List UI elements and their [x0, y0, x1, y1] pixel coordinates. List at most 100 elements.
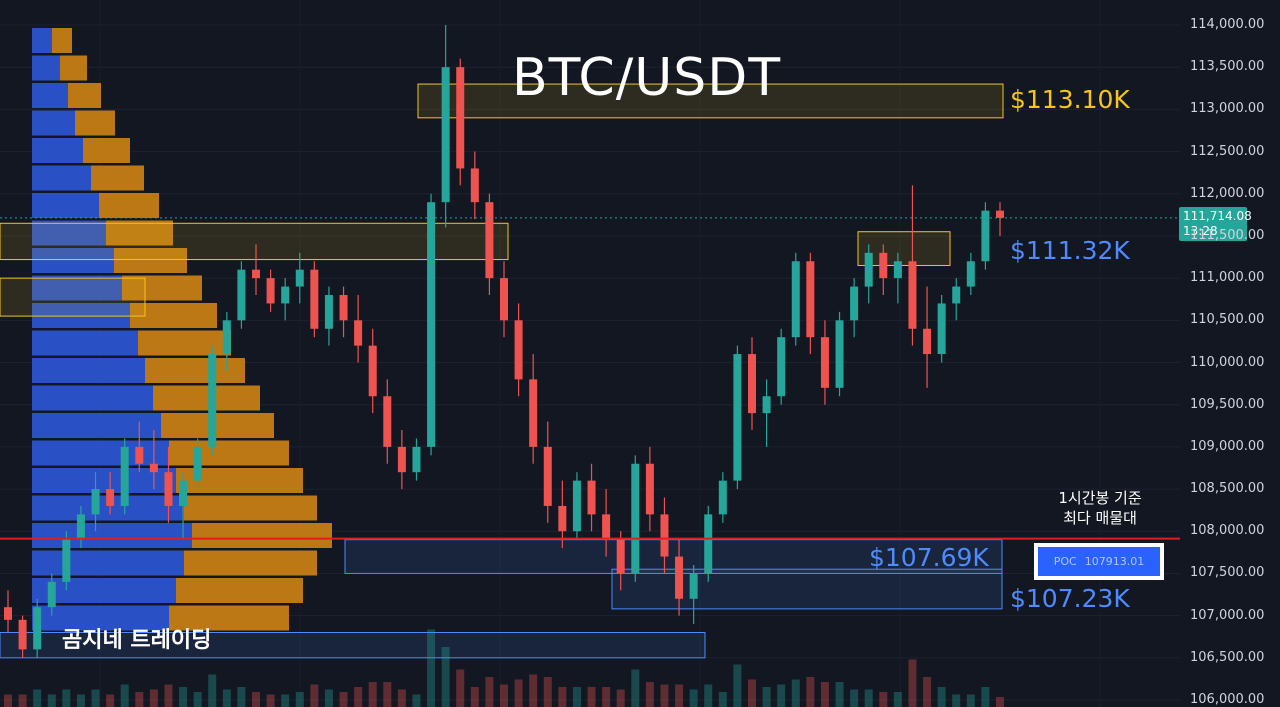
volume-bar: [908, 659, 917, 707]
volume-bar: [937, 687, 946, 707]
candle-body: [616, 539, 625, 574]
volume-profile-buy: [32, 220, 106, 246]
chart-title: BTC/USDT: [512, 48, 782, 108]
volume-profile-sell: [145, 358, 245, 383]
level-zones: [0, 83, 1004, 659]
y-tick-label: 113,000.00: [1190, 101, 1265, 117]
volume-bar: [470, 687, 479, 707]
candle-body: [208, 354, 217, 447]
candle-body: [149, 463, 158, 473]
candle-body: [543, 446, 552, 506]
volume-bar: [981, 687, 990, 707]
level-label-107-69k: $107.69K: [869, 543, 989, 572]
volume-profile-sell: [192, 523, 332, 548]
volume-profile-sell: [91, 165, 144, 191]
volume-profile-buy: [32, 358, 145, 383]
volume-bar: [456, 669, 465, 707]
candle-body: [923, 328, 932, 355]
volume-profile-sell: [60, 55, 87, 81]
zone-107-23k: [611, 568, 1003, 610]
volume-bar: [879, 692, 888, 707]
candle-body: [120, 446, 129, 506]
volume-profile-buy: [32, 303, 130, 328]
candle-body: [806, 261, 815, 338]
candle-body: [908, 261, 917, 329]
volume-bar: [383, 682, 392, 707]
candle-body: [820, 337, 829, 388]
volume-bar: [441, 647, 450, 707]
volume-bar: [733, 664, 742, 707]
candle-body: [572, 480, 581, 532]
candle-body: [879, 252, 888, 279]
y-tick-label: 107,500.00: [1190, 565, 1265, 581]
candle-body: [485, 202, 494, 279]
volume-profile-sell: [75, 110, 115, 136]
volume-bar: [966, 694, 975, 707]
volume-bar: [704, 684, 713, 707]
candle-body: [397, 446, 406, 473]
candle-body: [383, 396, 392, 447]
volume-bar: [237, 687, 246, 707]
candle-body: [675, 556, 684, 599]
zone-107-69k: [344, 539, 1003, 574]
poc-value: 107913.01: [1084, 555, 1145, 568]
volume-bar: [675, 684, 684, 707]
volume-bar: [660, 684, 669, 707]
candle-body: [689, 573, 698, 599]
candle-body: [456, 67, 465, 169]
volume-bar: [529, 674, 538, 707]
volume-bar: [412, 694, 421, 707]
volume-bar: [339, 692, 348, 707]
volume-profile-buy: [32, 550, 184, 576]
volume-bar: [164, 684, 173, 707]
volume-profile-sell: [122, 275, 202, 301]
zone-111-5k: [0, 222, 509, 261]
volume-profile-sell: [161, 413, 274, 438]
candle-body: [981, 210, 990, 262]
y-tick-label: 114,000.00: [1190, 17, 1265, 32]
y-tick-label: 106,500.00: [1190, 649, 1265, 665]
volume-bar: [4, 694, 12, 707]
volume-bar: [106, 694, 115, 707]
volume-bar: [354, 687, 363, 707]
volume-profile-sell: [83, 138, 130, 163]
volume-bar: [33, 689, 42, 707]
candle-body: [791, 261, 800, 338]
candle-body: [368, 345, 377, 397]
candle-body: [106, 489, 115, 506]
volume-bar: [47, 694, 56, 707]
candle-body: [324, 295, 333, 329]
poc-box: POC 107913.01: [1034, 543, 1164, 580]
volume-bar: [543, 677, 552, 707]
volume-profile-sell: [106, 220, 173, 246]
candle-body: [500, 278, 508, 321]
volume-profile-sell: [52, 28, 72, 53]
volume-profile-buy: [32, 165, 91, 191]
volume-bar: [120, 684, 129, 707]
volume-profile-sell: [99, 193, 159, 218]
y-tick-label: 111,000.00: [1190, 270, 1265, 286]
zone-110-8k: [0, 277, 146, 317]
candle-body: [354, 320, 363, 346]
current-price-tag: 111,714.08 13:28: [1179, 207, 1252, 241]
y-tick-label: 108,000.00: [1190, 523, 1265, 539]
candle-body: [33, 607, 42, 650]
volume-bars: [4, 629, 1004, 707]
candle-body: [777, 337, 786, 397]
candle-body: [164, 472, 173, 506]
volume-profile-sell: [169, 440, 289, 466]
candle-body: [193, 446, 202, 481]
volume-bar: [572, 687, 581, 707]
poc-note: 1시간봉 기준 최다 매물대: [1040, 488, 1160, 528]
candle-body: [412, 446, 421, 473]
volume-bar: [923, 677, 932, 707]
volume-profile-buy: [32, 605, 169, 631]
candle-body: [135, 446, 144, 464]
zone-113k: [417, 83, 1004, 119]
candle-body: [718, 480, 727, 515]
candle-body: [864, 252, 873, 287]
volume-bar: [777, 684, 786, 707]
volume-bar: [996, 697, 1004, 707]
volume-bar: [179, 687, 188, 707]
candle-body: [427, 202, 436, 447]
